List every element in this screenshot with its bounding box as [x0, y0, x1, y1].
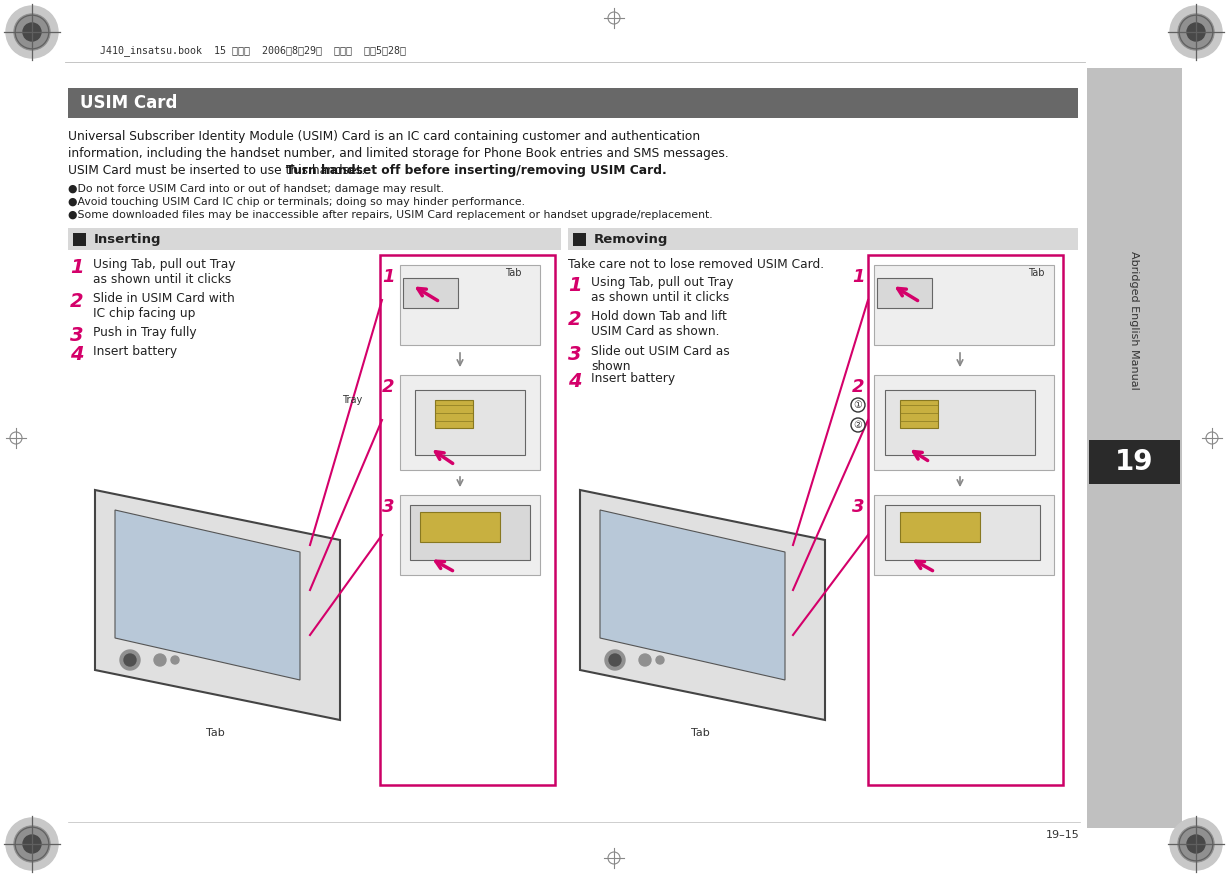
Bar	[569, 228, 1078, 250]
Bar	[868, 255, 1063, 785]
Text: 2: 2	[382, 378, 394, 396]
Text: 1: 1	[70, 258, 84, 277]
Bar	[874, 495, 1054, 575]
Text: 19: 19	[1115, 448, 1153, 476]
Circle shape	[6, 818, 58, 870]
Text: USIM Card must be inserted to use this handset.: USIM Card must be inserted to use this h…	[68, 164, 370, 177]
Text: Universal Subscriber Identity Module (USIM) Card is an IC card containing custom: Universal Subscriber Identity Module (US…	[68, 130, 700, 143]
Text: Slide in USIM Card with
IC chip facing up: Slide in USIM Card with IC chip facing u…	[93, 292, 235, 320]
Text: 3: 3	[569, 345, 582, 364]
Text: Using Tab, pull out Tray
as shown until it clicks: Using Tab, pull out Tray as shown until …	[93, 258, 236, 286]
Text: Tray: Tray	[341, 395, 362, 405]
Text: 19–15: 19–15	[1046, 830, 1079, 840]
Circle shape	[23, 23, 41, 41]
Circle shape	[171, 656, 179, 664]
Circle shape	[23, 835, 41, 853]
Text: ●Some downloaded files may be inaccessible after repairs, USIM Card replacement : ●Some downloaded files may be inaccessib…	[68, 210, 712, 220]
Text: Take care not to lose removed USIM Card.: Take care not to lose removed USIM Card.	[569, 258, 824, 271]
Circle shape	[1170, 6, 1222, 58]
Bar	[1087, 68, 1183, 828]
Text: Inserting: Inserting	[95, 232, 162, 245]
Bar	[403, 278, 458, 308]
Text: Insert battery: Insert battery	[591, 372, 675, 385]
Polygon shape	[115, 510, 300, 680]
Bar	[410, 505, 530, 560]
Text: 4: 4	[70, 345, 84, 364]
Bar	[1089, 440, 1180, 484]
Bar	[900, 512, 980, 542]
Text: Abridged English Manual: Abridged English Manual	[1129, 251, 1140, 389]
Circle shape	[154, 654, 166, 666]
Bar	[420, 512, 500, 542]
Text: 4: 4	[569, 372, 582, 391]
Text: Push in Tray fully: Push in Tray fully	[93, 326, 196, 339]
Text: ①: ①	[853, 400, 862, 410]
Bar	[874, 265, 1054, 345]
Text: 2: 2	[70, 292, 84, 311]
Text: 1: 1	[569, 276, 582, 295]
Text: Tab: Tab	[690, 728, 710, 738]
Bar	[435, 400, 473, 428]
Circle shape	[851, 398, 865, 412]
Bar	[415, 390, 526, 455]
Text: ●Do not force USIM Card into or out of handset; damage may result.: ●Do not force USIM Card into or out of h…	[68, 184, 445, 194]
Text: 2: 2	[569, 310, 582, 329]
Text: 3: 3	[852, 498, 865, 516]
Bar	[400, 495, 540, 575]
Text: 2: 2	[852, 378, 865, 396]
Bar	[874, 375, 1054, 470]
Bar	[68, 228, 561, 250]
Text: ②: ②	[853, 420, 862, 430]
Circle shape	[1187, 23, 1205, 41]
Circle shape	[14, 14, 50, 50]
Text: USIM Card: USIM Card	[80, 94, 177, 112]
Text: Tab: Tab	[505, 268, 522, 278]
Text: Insert battery: Insert battery	[93, 345, 177, 358]
Circle shape	[120, 650, 140, 670]
Text: Tab: Tab	[205, 728, 225, 738]
Text: Using Tab, pull out Tray
as shown until it clicks: Using Tab, pull out Tray as shown until …	[591, 276, 733, 304]
Bar	[68, 88, 1078, 118]
Polygon shape	[95, 490, 340, 720]
Circle shape	[656, 656, 664, 664]
Text: Slide out USIM Card as
shown: Slide out USIM Card as shown	[591, 345, 729, 373]
Bar	[885, 390, 1035, 455]
Text: Removing: Removing	[594, 232, 668, 245]
Text: 3: 3	[70, 326, 84, 345]
Circle shape	[609, 654, 621, 666]
Bar	[400, 265, 540, 345]
Circle shape	[639, 654, 651, 666]
Circle shape	[1187, 835, 1205, 853]
Bar	[400, 375, 540, 470]
Text: Tab: Tab	[1028, 268, 1045, 278]
Bar	[877, 278, 932, 308]
Polygon shape	[580, 490, 825, 720]
Text: 1: 1	[382, 268, 394, 286]
Text: information, including the handset number, and limited storage for Phone Book en: information, including the handset numbe…	[68, 147, 728, 160]
Polygon shape	[600, 510, 785, 680]
Text: 1: 1	[852, 268, 865, 286]
Bar	[885, 505, 1040, 560]
Bar	[573, 233, 586, 246]
Text: 3: 3	[382, 498, 394, 516]
Bar	[379, 255, 555, 785]
Bar	[900, 400, 938, 428]
Circle shape	[14, 826, 50, 862]
Text: ●Avoid touching USIM Card IC chip or terminals; doing so may hinder performance.: ●Avoid touching USIM Card IC chip or ter…	[68, 197, 526, 207]
Circle shape	[851, 418, 865, 432]
Text: J410_insatsu.book  15 ページ  2006年8月29日  火曜日  午後5時28分: J410_insatsu.book 15 ページ 2006年8月29日 火曜日 …	[99, 45, 406, 56]
Text: Turn handset off before inserting/removing USIM Card.: Turn handset off before inserting/removi…	[286, 164, 667, 177]
Text: Hold down Tab and lift
USIM Card as shown.: Hold down Tab and lift USIM Card as show…	[591, 310, 727, 338]
Circle shape	[1178, 826, 1214, 862]
Circle shape	[605, 650, 625, 670]
Circle shape	[6, 6, 58, 58]
Circle shape	[124, 654, 136, 666]
Circle shape	[1178, 14, 1214, 50]
Bar	[72, 233, 86, 246]
Circle shape	[1170, 818, 1222, 870]
